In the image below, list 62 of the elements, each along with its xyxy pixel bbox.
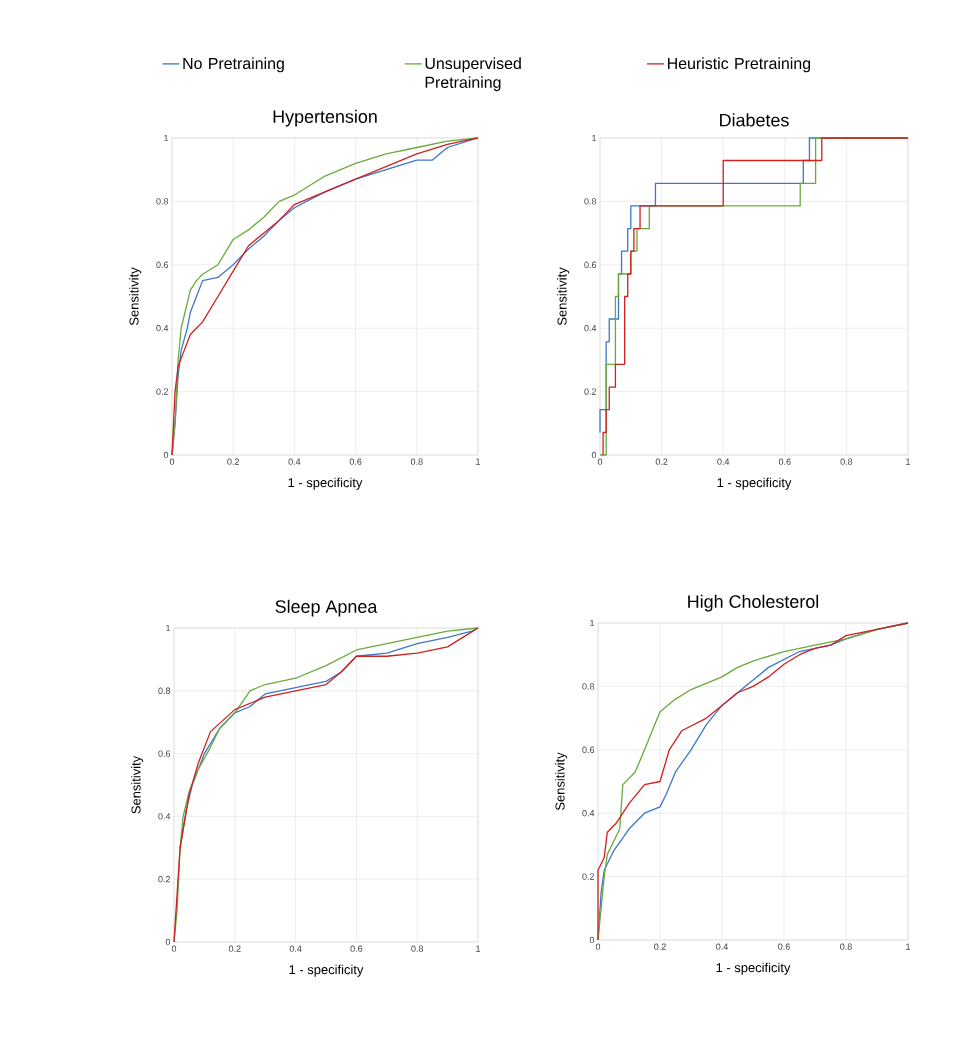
x-tick-label: 0.4: [288, 458, 301, 465]
x-tick-label: 0: [597, 458, 603, 465]
y-tick-label: 0: [589, 936, 595, 944]
y-axis-title: Sensitivity: [129, 267, 142, 326]
y-tick-label: 0.4: [584, 325, 597, 332]
legend-label: No Pretraining: [183, 57, 284, 73]
x-axis-title: 1 - specificity: [289, 964, 364, 977]
x-tick-label: 0.6: [778, 458, 791, 465]
x-axis-title: 1 - specificity: [716, 962, 791, 975]
x-tick-label: 1: [476, 458, 481, 465]
legend-label: Unsupervised Pretraining: [425, 57, 521, 92]
line-series: [173, 627, 479, 943]
y-tick-label: 0.6: [158, 750, 171, 757]
x-tick-label: 0.4: [716, 943, 728, 950]
chart-title: Hypertension: [273, 109, 377, 127]
y-tick-label: 0.2: [584, 388, 597, 395]
y-tick-label: 0: [163, 451, 169, 459]
x-tick-label: 0.8: [840, 458, 853, 465]
x-tick-label: 0.6: [778, 943, 790, 950]
x-tick-label: 1: [906, 943, 911, 950]
y-tick-label: 0.2: [582, 873, 595, 880]
line-series: [171, 137, 479, 456]
x-axis-title: 1 - specificity: [717, 477, 792, 490]
y-tick-label: 1: [592, 134, 597, 142]
y-tick-label: 0.4: [156, 325, 169, 332]
y-tick-label: 1: [166, 624, 171, 632]
x-tick-label: 0.8: [410, 458, 423, 465]
y-tick-label: 0: [591, 451, 597, 459]
legend-label: Heuristic Pretraining: [668, 57, 811, 73]
x-tick-label: 0: [171, 945, 177, 952]
x-tick-label: 0.4: [289, 945, 302, 952]
y-tick-label: 0.2: [156, 388, 169, 395]
y-tick-label: 0.8: [158, 687, 171, 694]
y-tick-label: 0.4: [158, 813, 171, 820]
y-tick-label: 0.6: [584, 261, 597, 268]
y-axis-title: Sensitivity: [555, 752, 568, 811]
x-tick-label: 0.6: [350, 945, 363, 952]
y-tick-label: 0.8: [582, 683, 595, 690]
x-axis-title: 1 - specificity: [288, 477, 363, 490]
y-axis-title: Sensitivity: [131, 755, 144, 814]
y-axis-title: Sensitivity: [557, 267, 570, 326]
x-tick-label: 0.8: [411, 945, 424, 952]
chart-title: Diabetes: [720, 113, 789, 127]
chart-title: Sleep Apnea: [275, 599, 378, 617]
y-tick-label: 0.2: [158, 876, 171, 883]
y-tick-label: 0.4: [582, 810, 595, 817]
x-tick-label: 0.2: [654, 943, 666, 950]
y-tick-label: 1: [164, 134, 169, 142]
x-tick-label: 0.2: [227, 458, 239, 465]
y-tick-label: 0.8: [156, 198, 169, 205]
y-tick-label: 0.6: [582, 746, 595, 753]
y-tick-label: 0.6: [156, 261, 169, 268]
y-tick-label: 0.8: [584, 198, 597, 205]
x-tick-label: 0.2: [655, 458, 668, 465]
x-tick-label: 0.8: [840, 943, 852, 950]
x-tick-label: 0.4: [717, 458, 730, 465]
y-tick-label: 1: [590, 619, 595, 627]
chart-title: High Cholesterol: [688, 594, 819, 612]
x-tick-label: 1: [906, 458, 911, 465]
x-tick-label: 1: [476, 945, 481, 952]
x-tick-label: 0.2: [228, 945, 241, 952]
x-tick-label: 0.6: [349, 458, 362, 465]
